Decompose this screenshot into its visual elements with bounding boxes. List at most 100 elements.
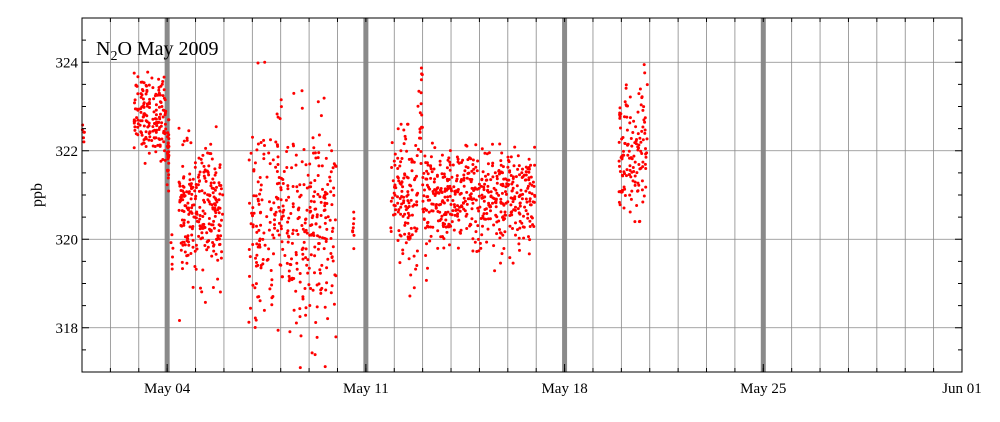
data-point — [317, 164, 321, 168]
data-point — [313, 179, 317, 182]
data-point — [194, 267, 198, 271]
data-point — [308, 205, 312, 209]
data-point — [419, 91, 423, 95]
data-point — [624, 86, 628, 90]
data-point — [506, 200, 510, 204]
data-point — [304, 247, 308, 251]
data-point — [207, 222, 211, 226]
data-point — [250, 211, 254, 215]
data-point — [628, 193, 632, 197]
data-point — [209, 184, 213, 188]
data-point — [200, 290, 204, 294]
data-point — [167, 118, 171, 122]
data-point — [423, 188, 426, 192]
data-point — [285, 261, 289, 265]
data-point — [204, 179, 208, 183]
data-point — [442, 172, 446, 176]
data-point — [265, 215, 269, 219]
data-point — [628, 164, 632, 168]
data-point — [207, 239, 211, 243]
data-point — [213, 188, 217, 192]
data-point — [257, 228, 261, 232]
data-point — [630, 170, 634, 174]
data-point — [410, 233, 414, 237]
data-point — [472, 189, 476, 192]
data-point — [277, 176, 281, 179]
data-point — [397, 229, 401, 233]
data-point — [328, 179, 332, 183]
data-point — [524, 178, 528, 182]
data-point — [641, 200, 645, 204]
data-point — [499, 231, 503, 235]
data-point — [623, 100, 627, 104]
data-point — [160, 121, 164, 125]
data-point — [629, 137, 633, 140]
data-point — [471, 163, 475, 166]
data-point — [440, 153, 444, 157]
data-point — [618, 106, 622, 110]
data-point — [215, 200, 219, 204]
data-point — [638, 87, 642, 91]
data-point — [213, 173, 217, 177]
data-point — [418, 130, 422, 134]
data-point — [425, 169, 429, 173]
chart-title: N2O May 2009 — [96, 38, 219, 64]
data-point — [209, 142, 213, 146]
data-point — [396, 239, 400, 242]
data-point — [516, 228, 519, 232]
data-point — [194, 243, 198, 247]
data-point — [308, 233, 312, 237]
data-point — [320, 263, 324, 267]
data-point — [249, 222, 253, 226]
y-axis-title: ppb — [29, 183, 46, 207]
data-point — [642, 63, 646, 67]
data-point — [322, 96, 326, 100]
data-point — [470, 169, 474, 173]
data-point — [464, 165, 468, 169]
data-point — [399, 122, 403, 126]
data-point — [497, 169, 501, 173]
data-point — [201, 223, 205, 227]
data-point — [418, 111, 422, 115]
data-point — [450, 220, 454, 224]
data-point — [448, 212, 452, 216]
data-point — [287, 235, 291, 239]
data-point — [212, 181, 216, 185]
data-point — [142, 105, 146, 109]
data-point — [213, 209, 217, 213]
data-point — [322, 247, 326, 251]
data-point — [437, 203, 441, 207]
data-point — [191, 203, 194, 207]
data-point — [298, 307, 302, 311]
data-point — [618, 203, 622, 207]
data-point — [197, 189, 201, 193]
data-point — [406, 176, 410, 180]
data-point — [319, 200, 323, 204]
data-point — [258, 176, 262, 179]
data-point — [145, 104, 149, 108]
data-point — [431, 209, 435, 213]
data-point — [312, 151, 315, 155]
data-point — [319, 291, 323, 295]
data-point — [258, 239, 262, 243]
data-point — [529, 175, 533, 179]
data-point — [276, 163, 280, 166]
data-point — [462, 178, 466, 182]
data-point — [511, 200, 515, 204]
data-point — [157, 77, 161, 81]
data-point — [459, 231, 462, 235]
data-point — [285, 231, 289, 235]
data-point — [640, 95, 644, 99]
data-point — [448, 149, 452, 153]
data-point — [403, 134, 407, 138]
data-point — [178, 198, 182, 202]
data-point — [429, 167, 433, 171]
data-point — [404, 204, 408, 208]
data-point — [255, 224, 258, 228]
data-point — [510, 189, 514, 193]
data-point — [622, 206, 626, 210]
data-point — [415, 154, 419, 158]
data-point — [402, 142, 406, 146]
data-point — [279, 186, 283, 190]
data-point — [447, 156, 451, 160]
